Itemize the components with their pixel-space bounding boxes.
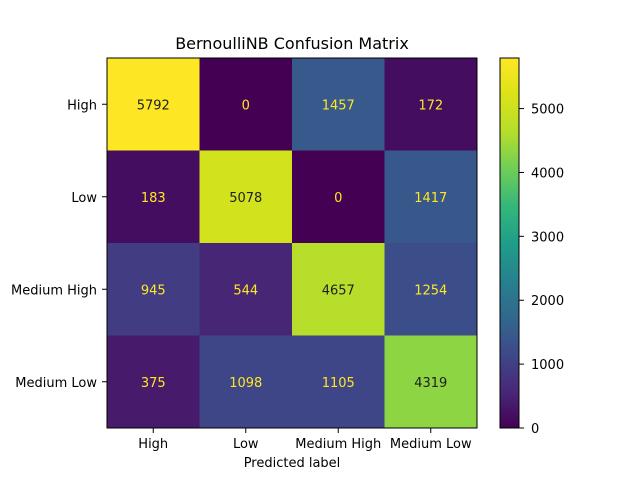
y-tick-label-2: Medium High xyxy=(11,283,97,298)
colorbar-tick-label-3: 3000 xyxy=(531,230,564,245)
cell-1-0 xyxy=(107,150,200,243)
cell-label-3-1: 1098 xyxy=(229,376,262,391)
cell-label-0-1: 0 xyxy=(242,98,250,113)
cell-label-3-3: 4319 xyxy=(414,376,447,391)
cell-label-2-0: 945 xyxy=(141,283,166,298)
colorbar-tick-label-2: 2000 xyxy=(531,294,564,309)
cell-1-3 xyxy=(384,150,477,243)
cell-label-0-0: 5792 xyxy=(137,98,170,113)
colorbar-tick-label-1: 1000 xyxy=(531,358,564,373)
cell-label-2-1: 544 xyxy=(233,283,258,298)
cell-label-2-2: 4657 xyxy=(322,283,355,298)
cell-2-2 xyxy=(292,243,385,336)
cell-0-2 xyxy=(292,58,385,151)
x-tick-label-0: High xyxy=(138,437,168,452)
x-axis: High Low Medium High Medium Low xyxy=(138,428,472,452)
cell-label-1-3: 1417 xyxy=(414,191,447,206)
colorbar-tick-label-0: 0 xyxy=(531,422,539,437)
matrix-cells: 5792 0 1457 172 183 5078 0 1417 945 544 4657 1254 37… xyxy=(107,58,477,428)
cell-2-3 xyxy=(384,243,477,336)
cell-2-1 xyxy=(199,243,292,336)
cell-label-2-3: 1254 xyxy=(414,283,447,298)
cell-label-3-0: 375 xyxy=(141,376,166,391)
colorbar-tick-label-4: 4000 xyxy=(531,166,564,181)
cell-label-1-0: 183 xyxy=(141,191,166,206)
cell-label-1-2: 0 xyxy=(334,191,342,206)
cell-3-3 xyxy=(384,335,477,428)
x-tick-label-2: Medium High xyxy=(295,437,381,452)
y-tick-label-0: High xyxy=(67,98,97,113)
cell-1-2 xyxy=(292,150,385,243)
cell-3-1 xyxy=(199,335,292,428)
colorbar xyxy=(499,57,520,429)
cell-3-0 xyxy=(107,335,200,428)
y-tick-label-1: Low xyxy=(71,191,97,206)
cell-0-1 xyxy=(199,58,292,151)
cell-label-0-3: 172 xyxy=(418,98,443,113)
x-tick-label-1: Low xyxy=(233,437,259,452)
cell-label-3-2: 1105 xyxy=(322,376,355,391)
x-tick-label-3: Medium Low xyxy=(390,437,472,452)
cell-label-0-2: 1457 xyxy=(322,98,355,113)
cell-label-1-1: 5078 xyxy=(229,191,262,206)
colorbar-axis: 0 1000 2000 3000 4000 5000 xyxy=(519,103,564,437)
cell-0-0 xyxy=(107,58,200,151)
colorbar-tick-label-5: 5000 xyxy=(531,103,564,118)
cell-1-1 xyxy=(199,150,292,243)
y-axis: High Low Medium High Medium Low xyxy=(11,98,107,391)
y-tick-label-3: Medium Low xyxy=(15,376,97,391)
plot-frame xyxy=(106,57,478,429)
cell-2-0 xyxy=(107,243,200,336)
x-axis-label: Predicted label xyxy=(244,456,341,471)
cell-3-2 xyxy=(292,335,385,428)
cell-0-3 xyxy=(384,58,477,151)
chart-title: BernoulliNB Confusion Matrix xyxy=(175,34,409,53)
